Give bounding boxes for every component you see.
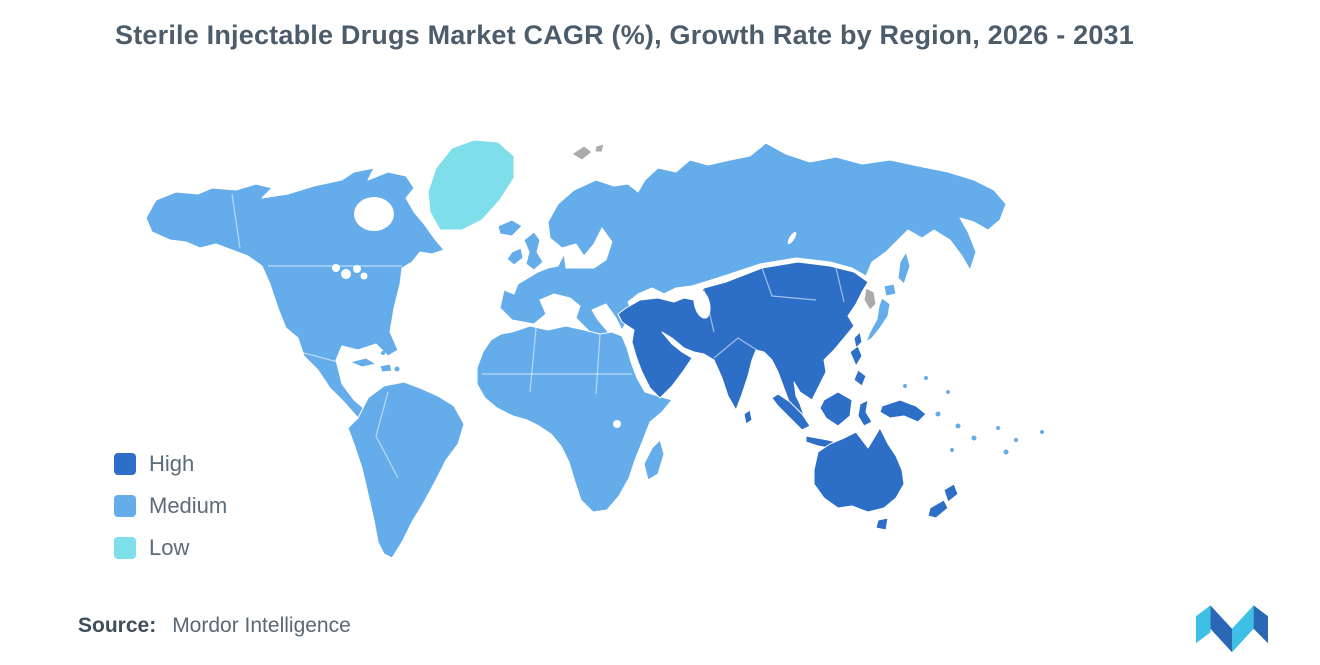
mordor-intelligence-logo [1196, 605, 1268, 653]
region-svalbard [571, 143, 605, 161]
legend-swatch-high [114, 453, 136, 475]
region-caribbean [349, 351, 400, 373]
island-sumatra [771, 393, 811, 431]
great-lake [360, 272, 368, 280]
legend: High Medium Low [114, 451, 227, 561]
region-sri-lanka [743, 409, 753, 425]
logo-shape-left [1196, 605, 1211, 644]
great-lake [341, 269, 351, 279]
source-value: Mordor Intelligence [172, 614, 351, 637]
great-lake [353, 265, 361, 273]
region-pacific-islands [903, 376, 1044, 455]
island-sulawesi [857, 399, 873, 427]
border-ne-china [835, 267, 845, 303]
region-europe-russia [499, 142, 1007, 343]
region-iceland [497, 219, 523, 237]
region-sakhalin [897, 251, 911, 285]
border-iran-central-asia [703, 289, 715, 333]
border-mongolia [761, 267, 817, 301]
logo-shape-right [1253, 605, 1268, 644]
island-tasmania [875, 517, 889, 531]
border-alaska [231, 193, 241, 249]
region-united-kingdom [523, 231, 544, 271]
legend-label-high: High [149, 451, 195, 476]
great-lake [332, 264, 340, 272]
legend-label-medium: Medium [149, 493, 228, 518]
hudson-bay [354, 197, 394, 231]
border-brazil [375, 391, 399, 479]
border-india [713, 337, 761, 359]
lake-victoria [613, 420, 621, 428]
legend-item-high: High [114, 451, 227, 477]
legend-item-low: Low [114, 535, 227, 561]
island-honshu [865, 297, 891, 343]
logo-shape-mid-right [1232, 605, 1254, 653]
source-label: Source: [78, 614, 157, 637]
region-new-guinea [879, 399, 927, 423]
region-greenland [427, 139, 515, 231]
inland-water [332, 197, 797, 428]
region-australia [813, 427, 905, 531]
border-us-mexico [299, 351, 339, 363]
island-hokkaido [883, 283, 897, 297]
island-borneo [819, 391, 853, 427]
region-philippines [849, 345, 867, 387]
region-korea [863, 287, 877, 311]
region-south-america [347, 381, 465, 559]
caspian-sea [693, 289, 711, 319]
border-libya-egypt [595, 333, 601, 395]
region-madagascar [643, 439, 665, 481]
border-nw-africa [529, 327, 537, 393]
legend-label-low: Low [149, 535, 190, 560]
landmasses [145, 139, 1044, 559]
legend-swatch-low [114, 537, 136, 559]
legend-swatch-medium [114, 495, 136, 517]
lake-baikal [787, 231, 797, 245]
region-africa [476, 325, 673, 513]
logo-shape-mid-left [1210, 605, 1232, 653]
chart-title: Sterile Injectable Drugs Market CAGR (%)… [115, 20, 1134, 50]
region-ireland [506, 247, 524, 266]
region-asia-middle-east [617, 261, 869, 419]
legend-item-medium: Medium [114, 493, 227, 519]
region-new-zealand [927, 483, 959, 519]
region-north-america [145, 167, 445, 431]
region-taiwan [853, 331, 863, 349]
country-borders [231, 193, 845, 479]
region-japan [865, 283, 897, 343]
source-line: Source: Mordor Intelligence [78, 614, 351, 638]
